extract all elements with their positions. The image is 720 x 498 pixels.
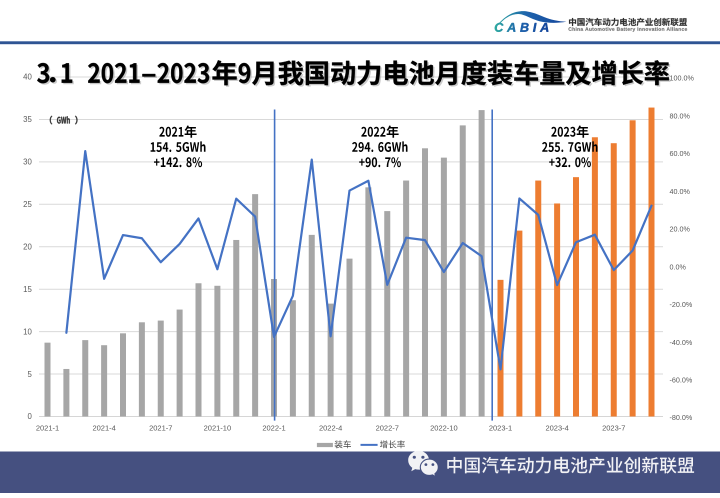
svg-text:35: 35 <box>23 115 32 124</box>
svg-text:-60.0%: -60.0% <box>670 375 693 384</box>
svg-text:2023-1: 2023-1 <box>489 424 512 433</box>
svg-text:80.0%: 80.0% <box>670 111 691 120</box>
svg-text:60.0%: 60.0% <box>670 149 691 158</box>
svg-text:2022-1: 2022-1 <box>262 424 285 433</box>
svg-text:2023-4: 2023-4 <box>545 424 568 433</box>
svg-text:-40.0%: -40.0% <box>670 338 693 347</box>
svg-text:25: 25 <box>23 200 32 209</box>
svg-text:0.0%: 0.0% <box>670 262 687 271</box>
svg-text:2021-1: 2021-1 <box>36 424 59 433</box>
svg-text:2022-4: 2022-4 <box>319 424 342 433</box>
svg-text:0: 0 <box>27 412 32 421</box>
svg-text:2023-7: 2023-7 <box>602 424 625 433</box>
svg-text:30: 30 <box>23 158 32 167</box>
svg-text:15: 15 <box>23 285 32 294</box>
svg-text:100.0%: 100.0% <box>670 74 695 83</box>
svg-text:2022-7: 2022-7 <box>376 424 399 433</box>
svg-text:-20.0%: -20.0% <box>670 300 693 309</box>
svg-text:5: 5 <box>27 370 32 379</box>
svg-text:20.0%: 20.0% <box>670 225 691 234</box>
svg-text:-80.0%: -80.0% <box>670 413 693 422</box>
svg-text:2022-10: 2022-10 <box>430 424 458 433</box>
svg-text:20: 20 <box>23 242 32 251</box>
svg-text:40: 40 <box>23 73 32 82</box>
svg-text:2021-10: 2021-10 <box>204 424 232 433</box>
svg-text:2021-4: 2021-4 <box>92 424 115 433</box>
svg-text:10: 10 <box>23 327 32 336</box>
svg-text:40.0%: 40.0% <box>670 187 691 196</box>
svg-text:2021-7: 2021-7 <box>149 424 172 433</box>
